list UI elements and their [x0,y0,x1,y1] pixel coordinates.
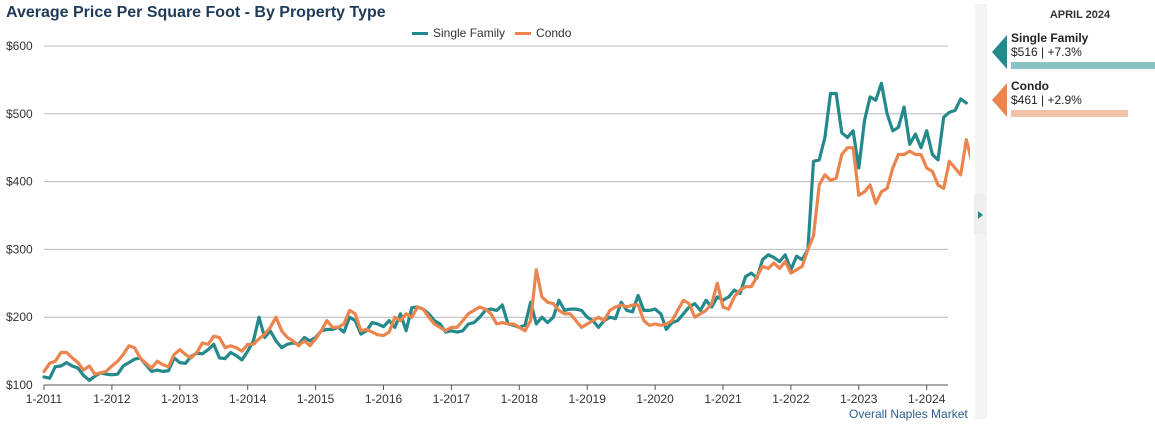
x-tick-label: 1-2013 [161,392,199,406]
y-tick-label: $400 [6,175,33,189]
x-tick-label: 1-2021 [704,392,742,406]
x-tick-label: 1-2014 [229,392,267,406]
stat-name-condo: Condo [1011,79,1049,93]
y-tick-label: $500 [6,107,33,121]
chart-legend: Single Family Condo [412,26,571,40]
y-tick-label: $200 [6,310,33,324]
stat-value-condo: $461 | +2.9% [1011,93,1082,107]
x-tick-label: 1-2024 [908,392,946,406]
chart-title: Average Price Per Square Foot - By Prope… [6,4,386,21]
source-note: Overall Naples Market [849,407,968,421]
x-tick-label: 1-2011 [26,392,63,406]
summary-panel: APRIL 2024 Single Family $516 | +7.3% Co… [990,0,1155,425]
x-tick-label: 1-2019 [569,392,607,406]
panel-collapse-toggle[interactable] [974,194,986,234]
line-chart: $100 $200 $300 $400 $500 $600 1-2011 1-2012 1-20… [6,39,970,406]
x-tick-label: 1-2015 [297,392,335,406]
x-tick-label: 1-2018 [501,392,539,406]
stat-card-condo[interactable]: Condo $461 | +2.9% [990,79,1155,129]
x-tick-label: 1-2022 [772,392,810,406]
legend-item-condo[interactable]: Condo [515,26,571,40]
stat-value-single-family: $516 | +7.3% [1011,45,1082,59]
legend-item-single-family[interactable]: Single Family [412,26,505,40]
legend-label-single-family: Single Family [433,26,506,40]
stat-bar-single-family [1011,62,1155,69]
stat-bar-condo [1011,110,1128,117]
chevron-right-icon [978,211,983,219]
series-line-condo[interactable] [42,138,970,376]
x-tick-label: 1-2016 [365,392,403,406]
stat-name-single-family: Single Family [1011,31,1089,45]
legend-swatch-condo [515,31,532,35]
axis-layer: $100 $200 $300 $400 $500 $600 1-2011 1-2012 1-20… [6,39,946,406]
summary-period: APRIL 2024 [1049,9,1111,21]
legend-label-condo: Condo [536,26,572,40]
stat-card-single-family[interactable]: Single Family $516 | +7.3% [990,31,1155,81]
pointer-left-icon [992,83,1007,117]
series-layer [42,81,970,382]
x-tick-label: 1-2023 [840,392,878,406]
legend-swatch-single-family [412,31,428,35]
x-tick-label: 1-2020 [636,392,674,406]
pointer-left-icon [992,35,1007,69]
x-tick-label: 1-2012 [93,392,131,406]
y-tick-label: $300 [6,242,33,256]
series-line-single-family[interactable] [42,81,968,382]
y-tick-label: $600 [6,39,33,53]
x-tick-label: 1-2017 [433,392,471,406]
y-tick-label: $100 [6,378,33,392]
grid-layer [44,45,948,386]
